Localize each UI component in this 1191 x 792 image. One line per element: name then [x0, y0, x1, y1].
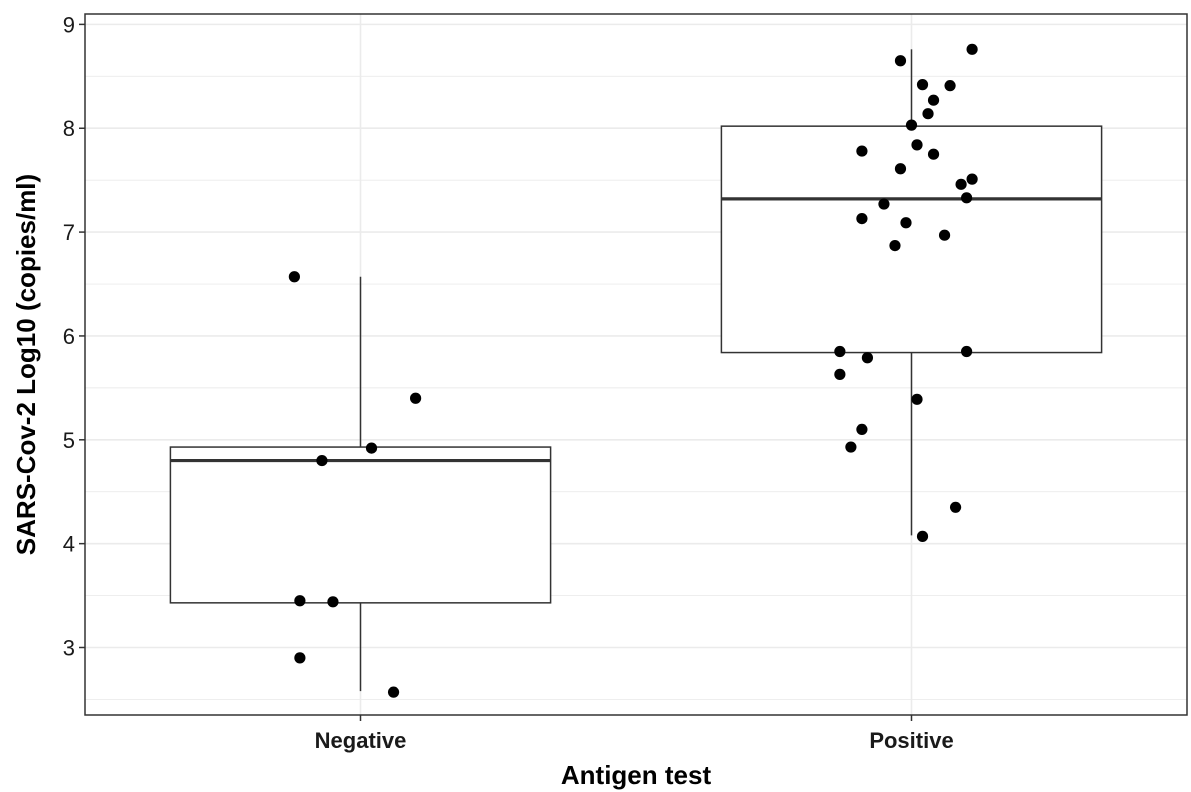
data-point: [845, 441, 857, 453]
data-point: [927, 94, 940, 106]
data-point: [949, 501, 962, 513]
data-point: [911, 393, 923, 405]
data-point: [856, 145, 868, 157]
point-layer: [288, 43, 978, 698]
data-point: [927, 148, 940, 160]
data-point: [966, 43, 978, 55]
data-point: [316, 454, 328, 467]
data-point: [410, 392, 422, 404]
data-point: [889, 239, 901, 252]
data-point: [365, 442, 378, 454]
data-point: [938, 229, 951, 241]
data-point: [894, 55, 907, 67]
data-point: [834, 368, 846, 380]
data-point: [955, 178, 967, 190]
y-tick-label: 9: [63, 12, 75, 37]
data-point: [856, 423, 868, 436]
data-point: [894, 163, 907, 175]
data-point: [916, 79, 929, 91]
data-point: [294, 595, 306, 607]
axis-layer: 3 4 5 6 7 8 9 Negative Positive: [63, 12, 954, 753]
y-tick-label: 5: [63, 428, 75, 453]
data-point: [944, 80, 956, 92]
y-tick-label: 4: [63, 532, 75, 557]
y-tick-label: 8: [63, 116, 75, 141]
data-point: [878, 198, 890, 210]
x-tick-label: Negative: [315, 728, 407, 753]
data-point: [966, 173, 978, 185]
data-point: [288, 271, 300, 283]
x-axis-title: Antigen test: [561, 760, 712, 790]
data-point: [294, 652, 306, 664]
data-point: [834, 345, 846, 358]
panel-border: [84, 13, 1188, 716]
data-point: [961, 192, 973, 204]
data-point: [861, 352, 874, 364]
data-point: [905, 119, 918, 131]
y-tick-label: 3: [63, 635, 75, 660]
box-iqr: [169, 446, 552, 604]
grid-layer: [85, 14, 1187, 715]
y-tick-label: 6: [63, 324, 75, 349]
data-point: [856, 212, 868, 225]
data-point: [900, 217, 912, 229]
data-point: [911, 139, 923, 151]
x-tick-label: Positive: [869, 728, 953, 753]
box-iqr: [720, 125, 1103, 354]
data-point: [327, 596, 339, 608]
data-point: [916, 530, 929, 542]
y-axis-title: SARS-Cov-2 Log10 (copies/ml): [11, 174, 41, 555]
data-point: [387, 686, 400, 698]
data-point: [922, 108, 934, 120]
data-point: [961, 345, 973, 358]
y-tick-label: 7: [63, 220, 75, 245]
box-layer: [169, 49, 1103, 692]
